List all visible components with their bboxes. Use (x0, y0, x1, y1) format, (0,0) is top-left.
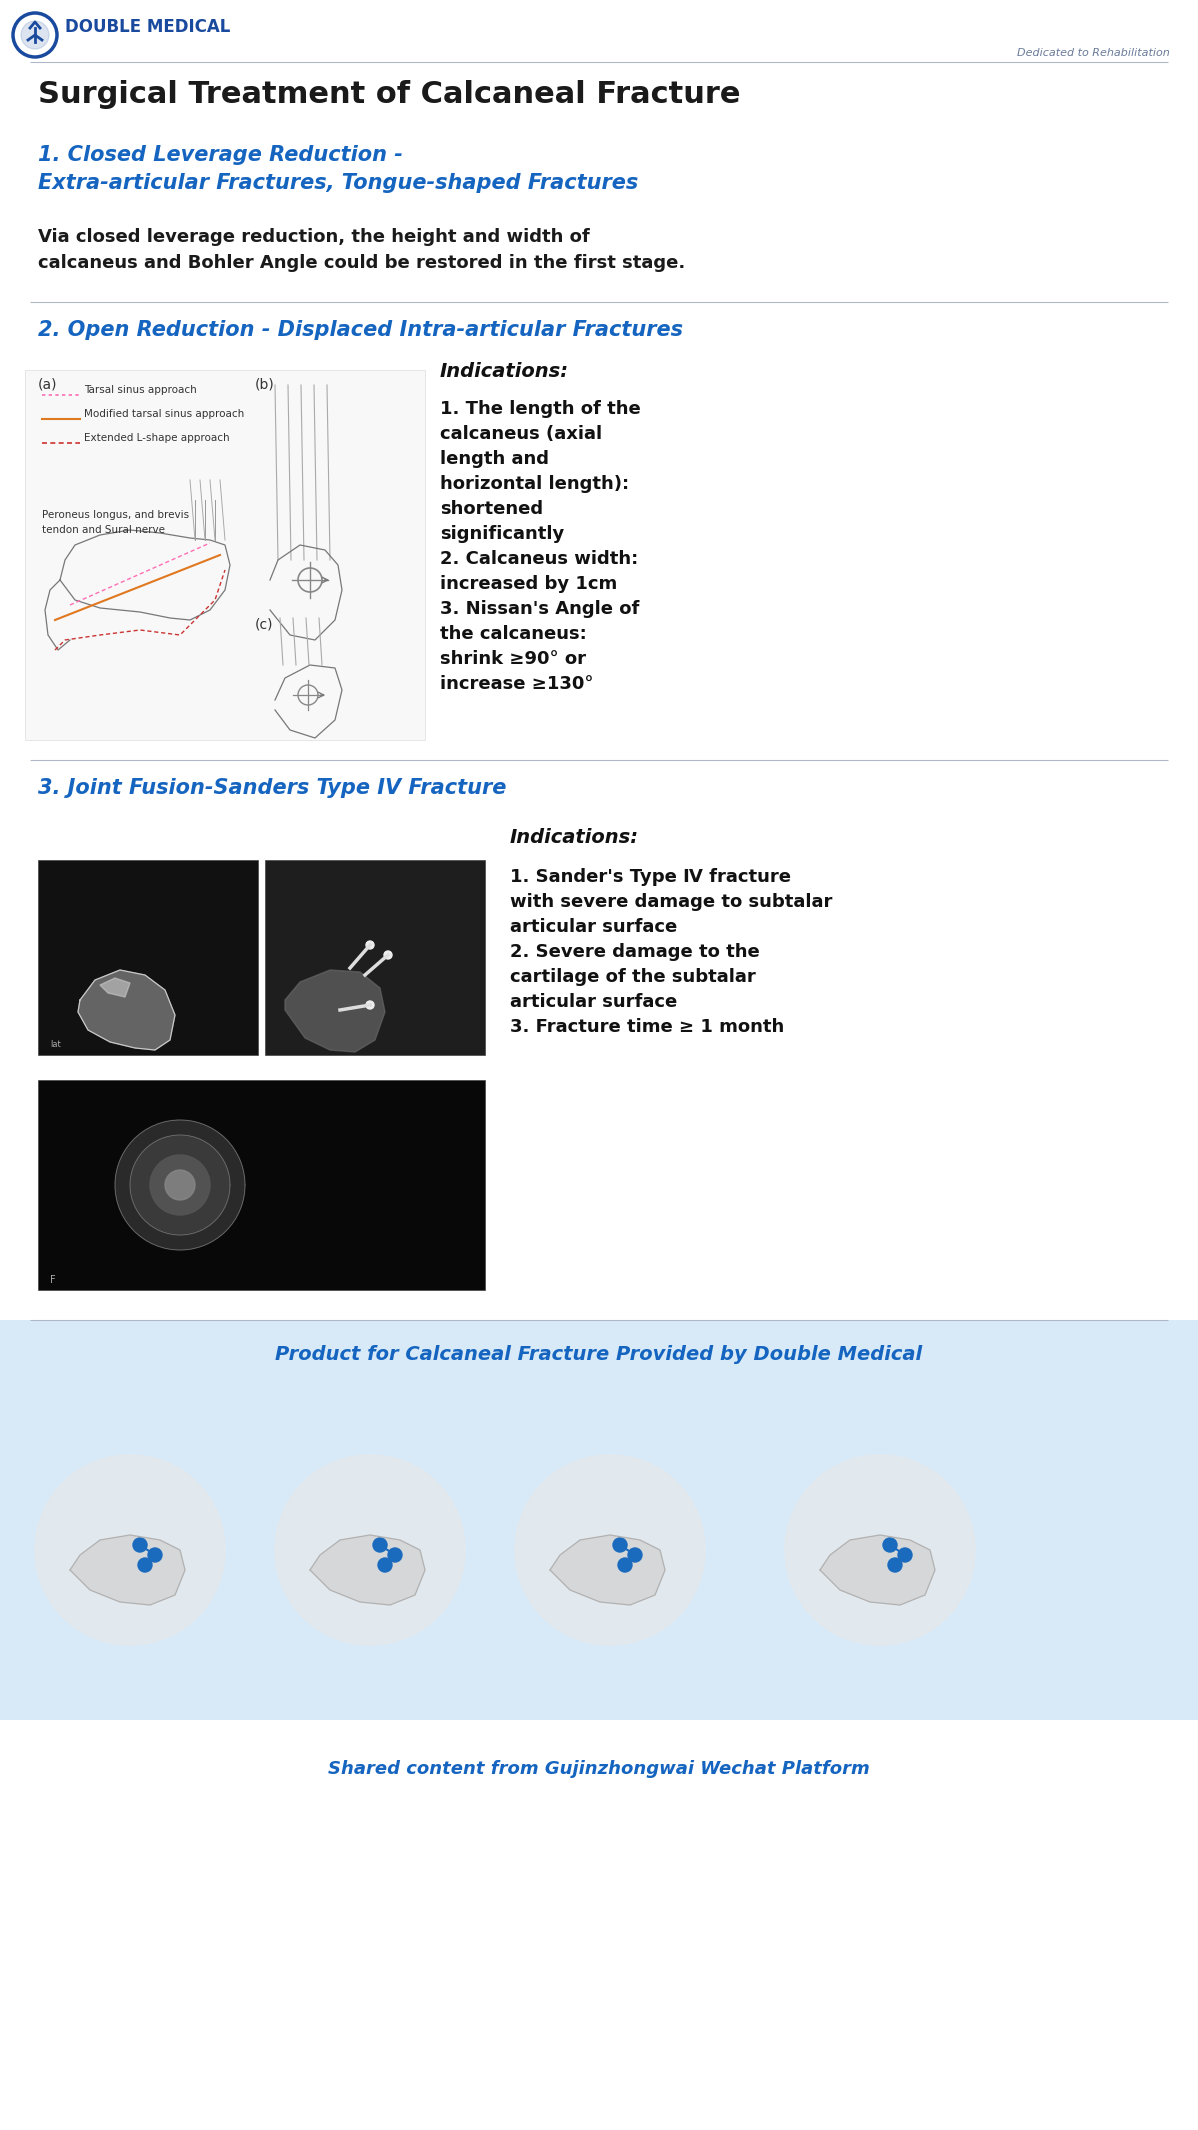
FancyBboxPatch shape (265, 861, 485, 1054)
Text: C: C (276, 829, 286, 843)
Text: Indications:: Indications: (440, 362, 569, 381)
Circle shape (149, 1549, 162, 1561)
Circle shape (515, 1455, 704, 1644)
Text: A: A (48, 829, 60, 843)
Text: Extended L-shape approach: Extended L-shape approach (84, 432, 230, 443)
FancyBboxPatch shape (0, 1321, 1198, 1721)
Circle shape (367, 1001, 374, 1010)
Text: Dedicated to Rehabilitation: Dedicated to Rehabilitation (1017, 49, 1170, 58)
Text: DOUBLE MEDICAL: DOUBLE MEDICAL (65, 17, 230, 36)
Circle shape (22, 21, 49, 49)
Circle shape (883, 1538, 897, 1553)
Text: 1. Closed Leverage Reduction -
Extra-articular Fractures, Tongue-shaped Fracture: 1. Closed Leverage Reduction - Extra-art… (38, 145, 639, 194)
Text: B: B (48, 1065, 60, 1080)
Circle shape (131, 1135, 230, 1235)
Text: Modified tarsal sinus approach: Modified tarsal sinus approach (84, 409, 244, 420)
FancyBboxPatch shape (38, 1080, 485, 1291)
Text: (b): (b) (255, 377, 274, 392)
Circle shape (115, 1120, 246, 1250)
Circle shape (373, 1538, 387, 1553)
Circle shape (133, 1538, 147, 1553)
Circle shape (888, 1557, 902, 1572)
Text: Indications:: Indications: (510, 829, 639, 848)
Circle shape (367, 941, 374, 950)
Circle shape (385, 950, 392, 958)
Polygon shape (99, 978, 131, 997)
Text: Surgical Treatment of Calcaneal Fracture: Surgical Treatment of Calcaneal Fracture (38, 81, 740, 109)
FancyBboxPatch shape (25, 371, 425, 739)
Circle shape (35, 1455, 225, 1644)
Text: tendon and Sural nerve: tendon and Sural nerve (42, 524, 165, 535)
Circle shape (618, 1557, 633, 1572)
Text: (c): (c) (255, 618, 273, 633)
Circle shape (165, 1169, 195, 1199)
Text: 2. Open Reduction - Displaced Intra-articular Fractures: 2. Open Reduction - Displaced Intra-arti… (38, 320, 683, 341)
Text: 1. The length of the
calcaneus (axial
length and
horizontal length):
shortened
s: 1. The length of the calcaneus (axial le… (440, 400, 641, 692)
Polygon shape (78, 969, 175, 1050)
Text: Shared content from Gujinzhongwai Wechat Platform: Shared content from Gujinzhongwai Wechat… (328, 1759, 870, 1779)
Circle shape (628, 1549, 642, 1561)
Text: 1. Sander's Type Ⅳ fracture
with severe damage to subtalar
articular surface
2. : 1. Sander's Type Ⅳ fracture with severe … (510, 869, 833, 1035)
Polygon shape (550, 1536, 665, 1606)
FancyBboxPatch shape (38, 861, 258, 1054)
Text: 3. Joint Fusion-Sanders Type IV Fracture: 3. Joint Fusion-Sanders Type IV Fracture (38, 777, 507, 799)
Text: Product for Calcaneal Fracture Provided by Double Medical: Product for Calcaneal Fracture Provided … (276, 1344, 922, 1363)
Text: (a): (a) (38, 377, 58, 392)
Circle shape (138, 1557, 152, 1572)
Polygon shape (310, 1536, 425, 1606)
Polygon shape (819, 1536, 934, 1606)
Circle shape (276, 1455, 465, 1644)
Text: F: F (50, 1276, 55, 1284)
Circle shape (898, 1549, 912, 1561)
Circle shape (785, 1455, 975, 1644)
Text: Tarsal sinus approach: Tarsal sinus approach (84, 386, 196, 394)
Circle shape (379, 1557, 392, 1572)
Text: Peroneus longus, and brevis: Peroneus longus, and brevis (42, 509, 189, 520)
Polygon shape (69, 1536, 184, 1606)
Circle shape (613, 1538, 627, 1553)
Text: Via closed leverage reduction, the height and width of
calcaneus and Bohler Angl: Via closed leverage reduction, the heigh… (38, 228, 685, 273)
Polygon shape (285, 969, 385, 1052)
Text: lat: lat (50, 1039, 61, 1048)
Circle shape (150, 1154, 210, 1214)
Circle shape (388, 1549, 403, 1561)
